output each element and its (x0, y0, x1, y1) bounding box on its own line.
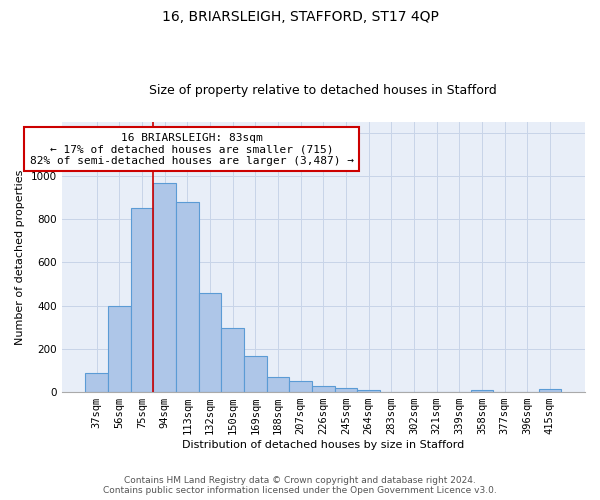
Bar (539, 389, 561, 392)
Bar (85, 372, 108, 392)
X-axis label: Distribution of detached houses by size in Stafford: Distribution of detached houses by size … (182, 440, 464, 450)
Bar (266, 377, 289, 392)
Title: Size of property relative to detached houses in Stafford: Size of property relative to detached ho… (149, 84, 497, 97)
Bar (108, 306, 131, 392)
Bar (131, 208, 154, 392)
Bar (176, 202, 199, 392)
Bar (199, 292, 221, 392)
Bar (244, 356, 266, 392)
Text: Contains HM Land Registry data © Crown copyright and database right 2024.
Contai: Contains HM Land Registry data © Crown c… (103, 476, 497, 495)
Y-axis label: Number of detached properties: Number of detached properties (15, 169, 25, 344)
Bar (289, 382, 312, 392)
Bar (470, 390, 493, 392)
Bar (221, 328, 244, 392)
Bar (358, 390, 380, 392)
Text: 16, BRIARSLEIGH, STAFFORD, ST17 4QP: 16, BRIARSLEIGH, STAFFORD, ST17 4QP (161, 10, 439, 24)
Bar (312, 386, 335, 392)
Text: 16 BRIARSLEIGH: 83sqm
← 17% of detached houses are smaller (715)
82% of semi-det: 16 BRIARSLEIGH: 83sqm ← 17% of detached … (30, 132, 354, 166)
Bar (335, 388, 358, 392)
Bar (154, 184, 176, 392)
